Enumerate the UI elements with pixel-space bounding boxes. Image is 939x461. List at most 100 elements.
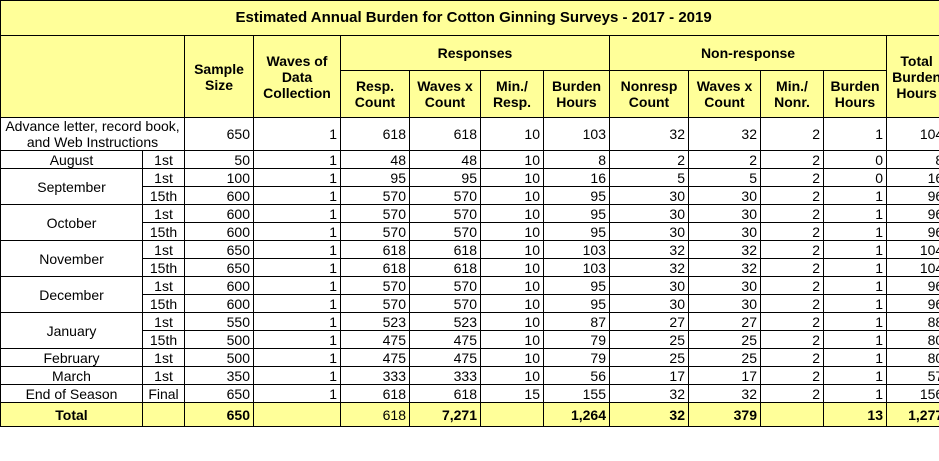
- cell: 100: [184, 168, 254, 187]
- table-row: September1st100195951016552016: [0, 168, 939, 205]
- cell: 30: [609, 276, 689, 295]
- cell: 1: [253, 117, 341, 151]
- cell: 2: [688, 150, 761, 169]
- header-cell: Waves of Data Collection: [253, 35, 341, 118]
- table-row: February1st5001475475107925252180: [0, 348, 939, 367]
- cell: 96: [885, 276, 939, 295]
- cell: 103: [543, 117, 610, 151]
- table-row: August1st501484810822208: [0, 150, 939, 169]
- cell: 95: [543, 276, 610, 295]
- table-row: March1st3501333333105617172157: [0, 366, 939, 385]
- cell: 333: [340, 366, 410, 385]
- cell: 80: [885, 330, 939, 349]
- cell: 32: [609, 384, 689, 403]
- cell: 96: [885, 204, 939, 223]
- cell: 8: [543, 150, 610, 169]
- cell: 155: [543, 384, 610, 403]
- cell: 570: [340, 276, 410, 295]
- cell: 10: [480, 240, 544, 259]
- cell: 2: [760, 240, 824, 259]
- cell: 25: [688, 348, 761, 367]
- cell: 32: [609, 240, 689, 259]
- cell: 550: [184, 312, 254, 331]
- cell: 600: [184, 186, 254, 205]
- cell: 2: [760, 330, 824, 349]
- cell: 30: [688, 204, 761, 223]
- cell: 10: [480, 186, 544, 205]
- cell: 2: [760, 150, 824, 169]
- cell: 1: [253, 348, 341, 367]
- cell: 80: [885, 348, 939, 367]
- cell: 25: [688, 330, 761, 349]
- cell: 10: [480, 258, 544, 277]
- cell: 1: [253, 186, 341, 205]
- cell: 96: [885, 222, 939, 241]
- cell: 600: [184, 294, 254, 313]
- cell: 650: [184, 384, 254, 403]
- row-period: 15th: [142, 330, 185, 349]
- row-label: November: [0, 240, 143, 277]
- cell: 30: [609, 186, 689, 205]
- row-period: 1st: [142, 348, 185, 367]
- cell: 1: [253, 366, 341, 385]
- row-period: 1st: [142, 240, 185, 259]
- cell: 618: [340, 117, 410, 151]
- header-cell: Burden Hours: [543, 70, 610, 118]
- cell: 10: [480, 348, 544, 367]
- cell: 1: [823, 240, 887, 259]
- cell: 1: [823, 294, 887, 313]
- cell: 1: [823, 276, 887, 295]
- header-cell: Waves x Count: [409, 70, 481, 118]
- cell: 618: [409, 384, 481, 403]
- cell: 1: [823, 204, 887, 223]
- cell: 570: [409, 276, 481, 295]
- cell: 1: [253, 384, 341, 403]
- cell: 570: [340, 222, 410, 241]
- table-row: Advance letter, record book, and Web Ins…: [0, 117, 939, 151]
- cell: 2: [760, 366, 824, 385]
- cell: 48: [340, 150, 410, 169]
- cell: 523: [409, 312, 481, 331]
- cell: 30: [688, 186, 761, 205]
- cell: 10: [480, 276, 544, 295]
- cell: 104: [885, 258, 939, 277]
- cell: 25: [609, 348, 689, 367]
- row-period: 1st: [142, 312, 185, 331]
- cell: 618: [409, 240, 481, 259]
- header-cell: Min./ Resp.: [480, 70, 544, 118]
- row-period: 1st: [142, 168, 185, 187]
- table-title: Estimated Annual Burden for Cotton Ginni…: [0, 0, 939, 36]
- cell: 475: [340, 330, 410, 349]
- row-label: August: [0, 150, 143, 169]
- cell: 600: [184, 276, 254, 295]
- header-cell: Nonresp Count: [609, 70, 689, 118]
- cell: 1: [823, 186, 887, 205]
- cell: 1: [253, 330, 341, 349]
- table-row: 15th6001570570109530302196: [1, 294, 939, 313]
- cell: 95: [340, 168, 410, 187]
- cell: 13: [823, 402, 887, 427]
- cell: 2: [760, 294, 824, 313]
- cell: 1: [823, 312, 887, 331]
- cell: 618: [409, 117, 481, 151]
- cell: 30: [609, 222, 689, 241]
- cell: 1: [253, 294, 341, 313]
- cell: 475: [409, 348, 481, 367]
- cell: 1: [823, 366, 887, 385]
- cell: 7,271: [409, 402, 481, 427]
- cell: 570: [340, 186, 410, 205]
- cell: 1: [823, 384, 887, 403]
- cell: 57: [885, 366, 939, 385]
- cell: 10: [480, 312, 544, 331]
- cell: 17: [609, 366, 689, 385]
- cell: 95: [409, 168, 481, 187]
- table-row: 15th6001570570109530302196: [1, 222, 939, 241]
- cell: 350: [184, 366, 254, 385]
- cell: 618: [340, 384, 410, 403]
- cell: 1: [253, 168, 341, 187]
- cell: 570: [340, 204, 410, 223]
- cell: 30: [688, 276, 761, 295]
- cell: 79: [543, 330, 610, 349]
- cell: 5: [688, 168, 761, 187]
- cell: 570: [340, 294, 410, 313]
